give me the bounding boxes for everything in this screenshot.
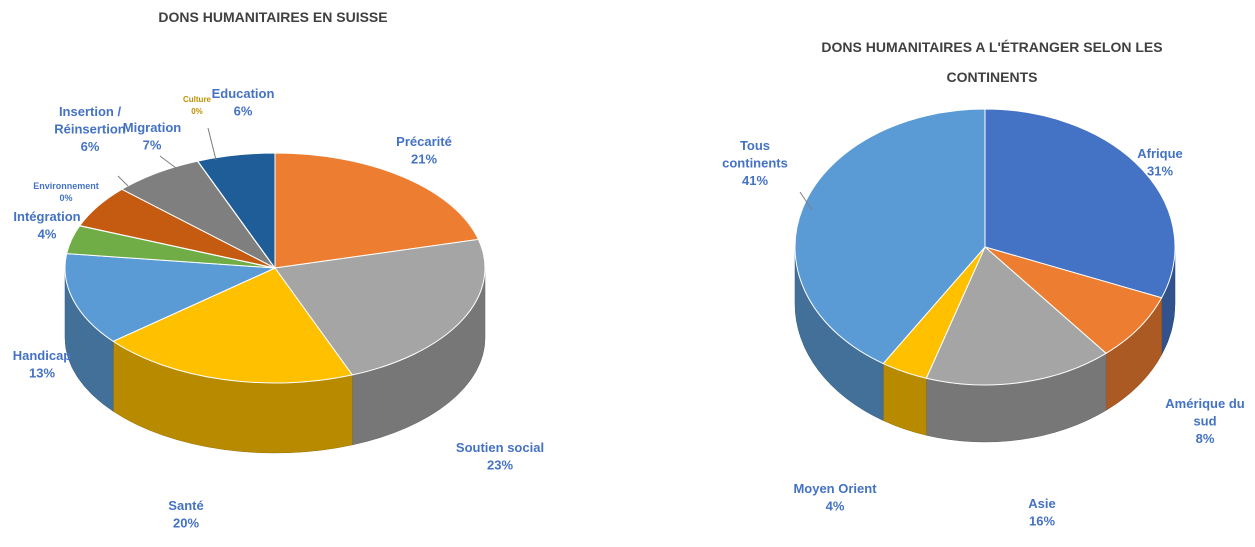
data-label-insertion: Insertion / Réinsertion 6% [54, 104, 126, 154]
leader-line [159, 155, 177, 169]
data-label-soutien-social: Soutien social 23% [456, 440, 544, 473]
leader-line [207, 127, 217, 161]
pie-slice-asie [925, 246, 1107, 386]
leader-line [117, 175, 129, 187]
pie-chart-abroad: DONS HUMANITAIRES A L'ÉTRANGER SELON LES… [722, 39, 1245, 529]
pie-slices [64, 152, 486, 454]
data-label-education: Education 6% [212, 86, 275, 119]
pie-slice-handicap [64, 253, 276, 342]
data-label-moyen-orient: Moyen Orient 4% [793, 481, 877, 514]
pie-slice-amerique-du-sud [984, 246, 1163, 354]
data-label-tous-continents: Tous continents 41% [722, 138, 788, 188]
chart-title: DONS HUMANITAIRES EN SUISSE [158, 9, 387, 25]
pie-labels: Précarité 21% Soutien social 23% Santé 20% Han… [13, 86, 544, 531]
pie-labels: Afrique 31% Amérique du sud 8% Asie 16% Moyen O… [722, 138, 1245, 529]
pie-slice-tous-continents [794, 108, 986, 365]
data-label-integration: Intégration 4% [13, 209, 80, 242]
pie-slice-soutien-social [274, 238, 486, 376]
pie-slice-afrique [984, 108, 1176, 299]
data-label-asie: Asie 16% [1028, 496, 1055, 529]
chart-title-line2: CONTINENTS [947, 69, 1038, 85]
data-label-culture: Culture 0% [183, 95, 212, 116]
data-label-sante: Santé 20% [168, 498, 203, 531]
data-label-amerique-du-sud: Amérique du sud 8% [1165, 396, 1245, 446]
data-label-precarite: Précarité 21% [396, 134, 452, 167]
pie-slices [794, 108, 1176, 443]
leader-line [799, 191, 813, 211]
pie-slice-precarite [274, 152, 480, 269]
data-label-environnement: Environnement 0% [33, 181, 99, 203]
data-label-afrique: Afrique 31% [1137, 146, 1183, 179]
data-label-migration: Migration 7% [123, 120, 182, 153]
data-label-handicap: Handicap 13% [13, 348, 72, 381]
pie-chart-switzerland: DONS HUMANITAIRES EN SUISSE Précarité 21%… [13, 9, 544, 531]
chart-title-line1: DONS HUMANITAIRES A L'ÉTRANGER SELON LES [821, 39, 1162, 55]
pie-slice-sante [112, 267, 354, 384]
pie-slice-education [196, 152, 276, 270]
